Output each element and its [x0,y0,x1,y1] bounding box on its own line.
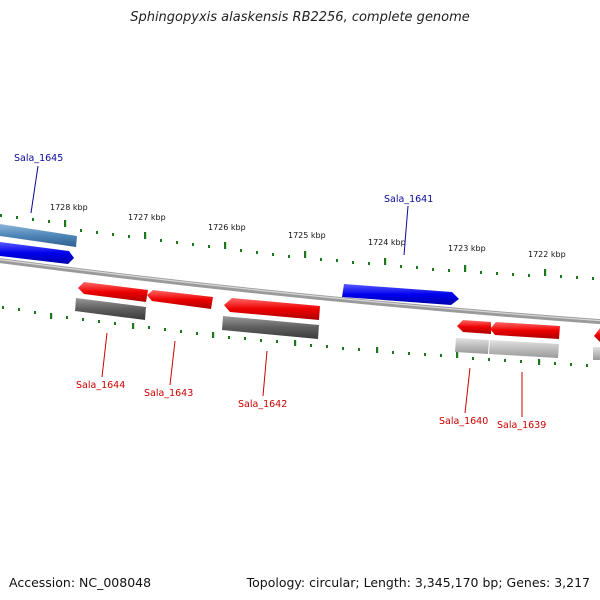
label-leader [169,340,176,386]
gene-label-sala-1641[interactable]: Sala_1641 [384,194,433,205]
major-tick [538,359,541,365]
gene-feature-reverse-sala-1639-shadow[interactable] [489,340,559,358]
gene-feature-reverse-sala-1644-shadow[interactable] [75,298,146,320]
accession-text: Accession: NC_008048 [9,575,152,590]
gene-feature-reverse-sala-1643[interactable] [147,290,213,309]
major-tick [384,258,387,265]
gene-label-sala-1642[interactable]: Sala_1642 [238,399,287,410]
label-leader [262,350,268,397]
major-tick [224,242,227,249]
gene-label-sala-1639[interactable]: Sala_1639 [497,420,546,431]
scale-label: 1727 kbp [128,213,166,222]
gene-feature-reverse-sala-1640-shadow[interactable] [455,338,489,354]
gene-label-sala-1643[interactable]: Sala_1643 [144,388,193,399]
major-tick [132,323,135,329]
gene-feature-forward-sala-1645-shadow[interactable] [0,224,77,247]
major-tick [294,340,297,346]
map-title: Sphingopyxis alaskensis RB2256, complete… [130,10,470,25]
gene-feature-forward-sala-1645[interactable] [0,242,74,264]
gene-feature-reverse-sala-1639[interactable] [490,322,560,339]
major-tick [376,347,379,353]
gene-feature-edge-shadow[interactable] [593,347,600,360]
major-tick [50,313,53,319]
label-leader [464,367,471,414]
label-leader [403,205,409,256]
gene-feature-reverse-edge[interactable] [594,328,600,342]
scale-label: 1726 kbp [208,223,246,232]
major-tick [304,251,307,258]
upper-scale-ring [0,214,594,280]
label-leader [101,332,108,378]
gene-feature-reverse-sala-1642-shadow[interactable] [222,316,319,339]
gene-label-sala-1644[interactable]: Sala_1644 [76,380,125,391]
major-tick [212,332,215,338]
gene-feature-reverse-sala-1640[interactable] [457,320,491,334]
scale-label: 1725 kbp [288,231,326,240]
major-tick [64,220,67,227]
genome-summary-text: Topology: circular; Length: 3,345,170 bp… [246,575,590,590]
major-tick [464,265,467,272]
major-tick [144,232,147,239]
genome-backbone [0,258,600,325]
genome-backbone-highlight [0,259,600,322]
major-tick [456,352,459,358]
label-leader [30,165,39,214]
gene-label-sala-1640[interactable]: Sala_1640 [439,416,488,427]
gene-label-sala-1645[interactable]: Sala_1645 [14,153,63,164]
scale-label: 1724 kbp [368,238,406,247]
major-tick [544,269,547,276]
gene-feature-reverse-sala-1642[interactable] [224,298,320,320]
scale-label: 1723 kbp [448,244,486,253]
lower-scale-ring [2,306,588,367]
gene-feature-reverse-sala-1644[interactable] [78,282,148,302]
scale-label: 1722 kbp [528,250,566,259]
gene-feature-forward-sala-1641[interactable] [342,284,459,305]
scale-label: 1728 kbp [50,203,88,212]
